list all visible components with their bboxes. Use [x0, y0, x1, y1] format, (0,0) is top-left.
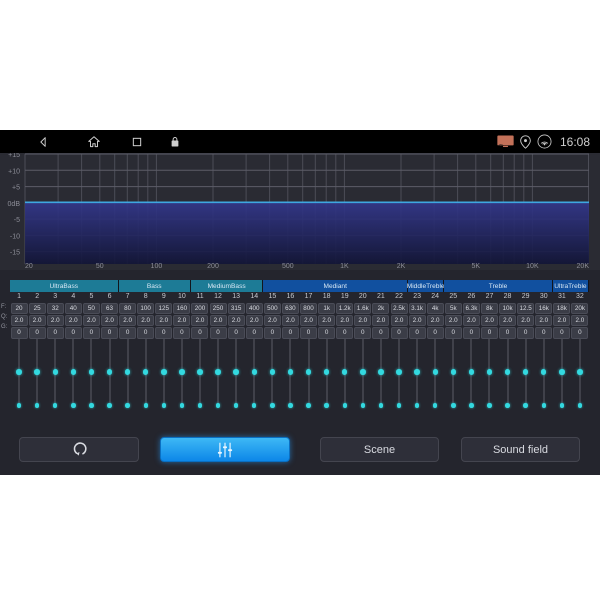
svg-text:10K: 10K	[526, 263, 539, 270]
svg-text:+15: +15	[8, 153, 20, 159]
svg-text:-10: -10	[10, 233, 20, 240]
svg-text:100: 100	[151, 263, 163, 270]
svg-text:20: 20	[25, 263, 33, 270]
svg-text:50: 50	[96, 263, 104, 270]
svg-text:20K: 20K	[577, 263, 590, 270]
svg-text:0dB: 0dB	[8, 201, 21, 208]
svg-text:+5: +5	[12, 185, 20, 192]
svg-text:+10: +10	[8, 168, 20, 175]
svg-text:200: 200	[207, 263, 219, 270]
svg-text:-5: -5	[14, 217, 20, 224]
svg-text:-15: -15	[10, 250, 20, 257]
svg-text:1K: 1K	[340, 263, 349, 270]
svg-text:500: 500	[282, 263, 294, 270]
svg-text:5K: 5K	[472, 263, 481, 270]
svg-text:2K: 2K	[397, 263, 406, 270]
